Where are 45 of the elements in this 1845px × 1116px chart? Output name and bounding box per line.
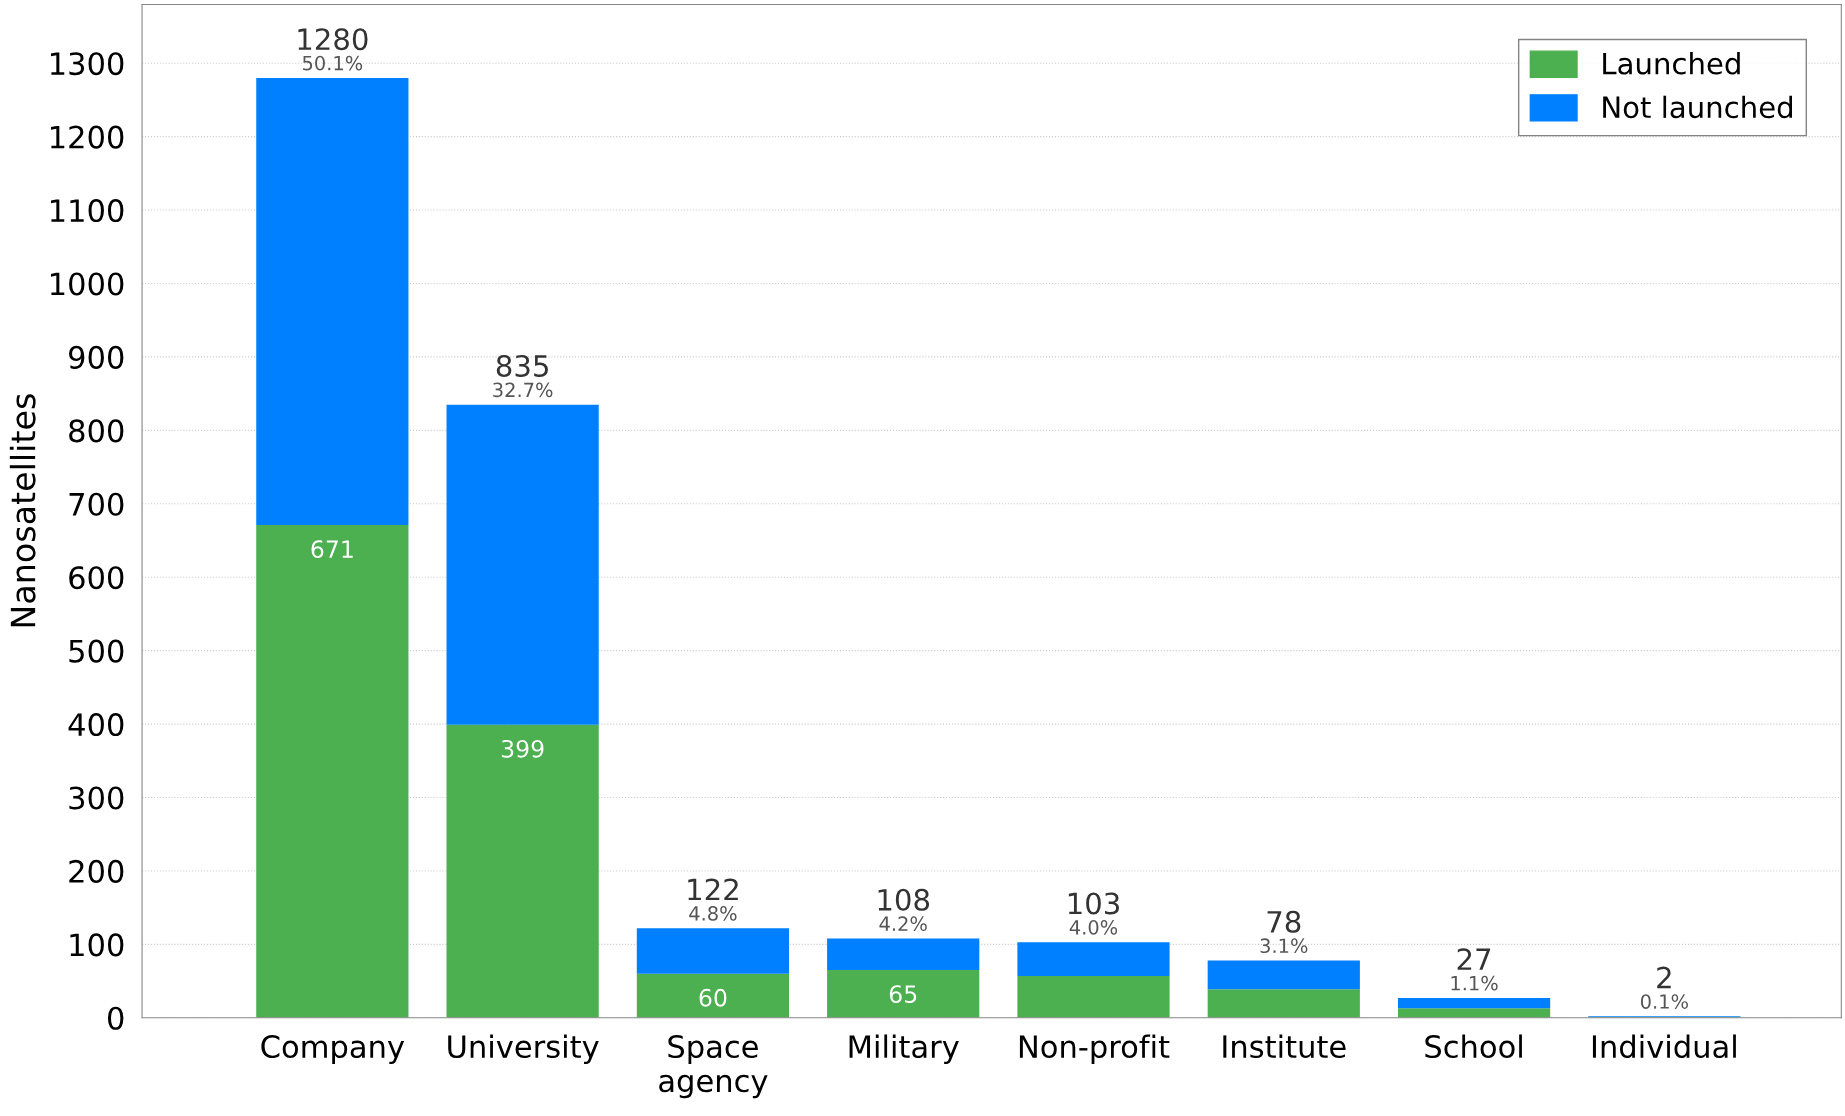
annotation: 0.1% — [1640, 994, 1688, 1009]
y-axis-title: Nanosatellites — [9, 394, 36, 627]
x-tick-label: Institute — [1223, 1034, 1346, 1059]
legend-label: Not launched — [1603, 95, 1792, 119]
x-tick-label: Space agency — [659, 1035, 768, 1099]
data-label: 671 — [311, 540, 353, 559]
y-tick-label: 1000 — [50, 272, 124, 296]
y-tick-label: 600 — [69, 566, 124, 590]
total-label: 2 — [1657, 966, 1671, 989]
total-label: 122 — [688, 878, 738, 901]
y-tick-label: 1200 — [50, 125, 124, 149]
data-label: 399 — [501, 739, 544, 758]
data-label: 65 — [889, 985, 917, 1004]
total-label: 78 — [1267, 910, 1301, 933]
y-tick-label: 700 — [69, 492, 124, 516]
x-tick-label: School — [1425, 1034, 1522, 1059]
y-tick-label: 1300 — [50, 52, 124, 76]
total-label: 108 — [878, 888, 930, 911]
x-tick-label: University — [448, 1034, 599, 1065]
total-label: 835 — [496, 354, 548, 377]
y-tick-label: 100 — [70, 933, 124, 957]
x-tick-label: Non-profit — [1019, 1034, 1170, 1065]
y-tick-label: 900 — [69, 345, 124, 369]
legend-label: Launched — [1603, 52, 1740, 75]
y-tick-label: 400 — [68, 713, 124, 737]
y-tick-label: 300 — [69, 786, 124, 810]
total-label: 27 — [1457, 948, 1491, 970]
annotation: 50.1% — [302, 55, 363, 71]
y-tick-label: 1100 — [50, 199, 124, 223]
y-tick-label: 0 — [107, 1006, 124, 1030]
annotation: 4.0% — [1069, 920, 1118, 935]
y-tick-label: 800 — [69, 419, 124, 443]
annotation: 1.1% — [1451, 975, 1498, 991]
annotation: 4.8% — [689, 906, 737, 921]
y-tick-label: 500 — [69, 639, 124, 663]
total-label: 1280 — [298, 28, 368, 51]
annotation: 4.2% — [879, 916, 927, 932]
x-tick-label: Company — [261, 1035, 405, 1065]
data-label: 60 — [699, 988, 727, 1007]
total-label: 103 — [1068, 892, 1119, 915]
x-tick-label: Military — [849, 1034, 959, 1065]
annotation: 3.1% — [1260, 938, 1308, 954]
y-tick-label: 200 — [69, 859, 124, 883]
annotation: 32.7% — [493, 382, 553, 398]
x-tick-label: Individual — [1592, 1034, 1736, 1059]
